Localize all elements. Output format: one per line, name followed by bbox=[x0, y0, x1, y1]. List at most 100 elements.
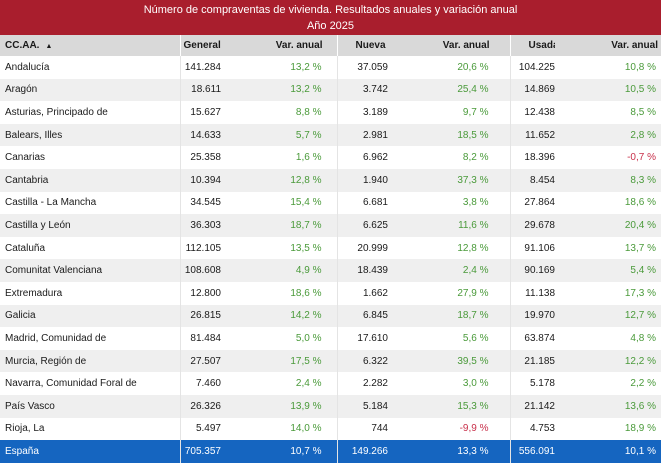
cell-var-nueva: -9,9 % bbox=[388, 417, 511, 441]
column-header-general[interactable]: General bbox=[180, 35, 221, 56]
cell-region: Castilla y León bbox=[0, 214, 181, 237]
cell-region: Balears, Illes bbox=[0, 123, 181, 147]
cell-nueva: 744 bbox=[371, 423, 388, 435]
cell-usada: 4.753 bbox=[529, 423, 555, 435]
cell-var-usada: 12,7 % bbox=[624, 310, 656, 322]
cell-usada: 29.678 bbox=[524, 219, 555, 231]
cell-region: Castilla - La Mancha bbox=[0, 191, 181, 215]
cell-general: 5.497 bbox=[195, 423, 221, 435]
sort-ascending-icon[interactable]: ▲ bbox=[45, 43, 53, 50]
cell-var-nueva: 18,5 % bbox=[388, 123, 511, 147]
cell-nueva: 6.962 bbox=[362, 152, 388, 164]
cell-var-nueva: 39,5 % bbox=[388, 349, 511, 373]
cell-var-general: 13,5 % bbox=[221, 236, 338, 260]
cell-general: 26.815 bbox=[190, 310, 221, 322]
cell-region: Aragón bbox=[0, 78, 181, 102]
cell-var-general: 17,5 % bbox=[221, 349, 338, 373]
cell-region: Asturias, Principado de bbox=[0, 101, 181, 124]
cell-nueva: 6.681 bbox=[362, 197, 388, 209]
cell-usada: 63.874 bbox=[524, 332, 555, 344]
cell-usada: 90.169 bbox=[524, 265, 555, 277]
cell-var-nueva: 15,3 % bbox=[388, 394, 511, 418]
column-header-var-nueva[interactable]: Var. anual bbox=[388, 35, 511, 56]
cell-general: 10.394 bbox=[190, 174, 221, 186]
table-title: Número de compraventas de vivienda. Resu… bbox=[143, 4, 518, 16]
cell-nueva: 149.266 bbox=[351, 446, 388, 458]
cell-region: España bbox=[0, 440, 181, 463]
column-header-var-general[interactable]: Var. anual bbox=[221, 35, 338, 56]
cell-usada: 14.869 bbox=[524, 84, 555, 96]
cell-var-general: 1,6 % bbox=[221, 146, 338, 169]
table-row: Castilla y León 36.303 18,7 % 6.625 11,6 % 29… bbox=[0, 214, 661, 237]
cell-usada: 27.864 bbox=[524, 197, 555, 209]
cell-var-usada: -0,7 % bbox=[627, 152, 656, 164]
cell-var-general: 14,0 % bbox=[221, 417, 338, 441]
cell-var-general: 18,7 % bbox=[221, 214, 338, 237]
cell-var-general: 13,2 % bbox=[221, 78, 338, 102]
cell-var-nueva: 11,6 % bbox=[388, 214, 511, 237]
cell-var-usada: 10,5 % bbox=[624, 84, 656, 96]
cell-var-nueva: 9,7 % bbox=[388, 101, 511, 124]
cell-var-nueva: 2,4 % bbox=[388, 259, 511, 282]
cell-usada: 19.970 bbox=[524, 310, 555, 322]
cell-usada: 556.091 bbox=[518, 446, 555, 458]
cell-nueva: 6.625 bbox=[362, 219, 388, 231]
region-header-label: CC.AA. bbox=[5, 40, 40, 51]
cell-var-usada: 18,9 % bbox=[624, 423, 656, 435]
cell-var-nueva: 3,8 % bbox=[388, 191, 511, 215]
table-row: País Vasco 26.326 13,9 % 5.184 15,3 % 21.142 1… bbox=[0, 394, 661, 418]
cell-nueva: 20.999 bbox=[357, 242, 388, 254]
cell-var-general: 5,7 % bbox=[221, 123, 338, 147]
table-row: Navarra, Comunidad Foral de 7.460 2,4 % 2.2… bbox=[0, 372, 661, 395]
cell-var-usada: 10,8 % bbox=[624, 61, 656, 73]
table-subtitle: Año 2025 bbox=[306, 20, 355, 32]
cell-var-nueva: 8,2 % bbox=[388, 146, 511, 169]
cell-var-usada: 2,2 % bbox=[630, 378, 656, 390]
cell-var-general: 12,8 % bbox=[221, 168, 338, 192]
cell-nueva: 3.189 bbox=[362, 106, 388, 118]
table-row: Asturias, Principado de 15.627 8,8 % 3.189 9… bbox=[0, 101, 661, 124]
cell-var-general: 15,4 % bbox=[221, 191, 338, 215]
table-row: Murcia, Región de 27.507 17,5 % 6.322 39,5 %… bbox=[0, 349, 661, 373]
cell-nueva: 2.282 bbox=[362, 378, 388, 390]
cell-region: Navarra, Comunidad Foral de bbox=[0, 372, 181, 395]
cell-general: 18.611 bbox=[191, 84, 221, 96]
column-header-usada[interactable]: Usada bbox=[510, 35, 555, 56]
cell-var-nueva: 12,8 % bbox=[388, 236, 511, 260]
cell-usada: 21.185 bbox=[524, 355, 555, 367]
cell-var-general: 14,2 % bbox=[221, 304, 338, 328]
cell-general: 705.357 bbox=[184, 446, 221, 458]
table-row: Aragón 18.611 13,2 % 3.742 25,4 % 14.869 10,5 … bbox=[0, 78, 661, 102]
column-header-region[interactable]: CC.AA. ▲ bbox=[0, 35, 181, 56]
cell-general: 108.608 bbox=[184, 265, 221, 277]
sales-table: CC.AA. ▲ General Var. anual Nueva Var. an… bbox=[0, 35, 661, 463]
cell-var-general: 2,4 % bbox=[221, 372, 338, 395]
cell-general: 34.545 bbox=[190, 197, 221, 209]
column-header-var-usada[interactable]: Var. anual bbox=[555, 35, 661, 56]
cell-usada: 18.396 bbox=[524, 152, 555, 164]
cell-nueva: 17.610 bbox=[357, 332, 388, 344]
cell-region: Cataluña bbox=[0, 236, 181, 260]
table-row: Balears, Illes 14.633 5,7 % 2.981 18,5 % 11.6… bbox=[0, 123, 661, 147]
cell-region: Extremadura bbox=[0, 281, 181, 305]
column-header-nueva[interactable]: Nueva bbox=[337, 35, 388, 56]
table-row: Cantabria 10.394 12,8 % 1.940 37,3 % 8.454 8,3… bbox=[0, 168, 661, 192]
cell-var-usada: 13,6 % bbox=[624, 400, 656, 412]
table-row: Castilla - La Mancha 34.545 15,4 % 6.681 3,8… bbox=[0, 191, 661, 215]
cell-var-nueva: 27,9 % bbox=[388, 281, 511, 305]
cell-nueva: 1.662 bbox=[362, 287, 388, 299]
cell-usada: 12.438 bbox=[524, 106, 555, 118]
cell-var-nueva: 13,3 % bbox=[388, 440, 511, 463]
cell-usada: 91.106 bbox=[524, 242, 555, 254]
cell-region: Comunitat Valenciana bbox=[0, 259, 181, 282]
cell-region: Cantabria bbox=[0, 168, 181, 192]
table-row: Cataluña 112.105 13,5 % 20.999 12,8 % 91.106 1… bbox=[0, 236, 661, 260]
cell-var-general: 8,8 % bbox=[221, 101, 338, 124]
table-row: Galicia 26.815 14,2 % 6.845 18,7 % 19.970 12,7… bbox=[0, 304, 661, 328]
cell-general: 15.627 bbox=[190, 106, 221, 118]
cell-var-general: 5,0 % bbox=[221, 327, 338, 350]
cell-nueva: 3.742 bbox=[362, 84, 388, 96]
cell-nueva: 6.322 bbox=[362, 355, 388, 367]
cell-var-nueva: 37,3 % bbox=[388, 168, 511, 192]
cell-region: Madrid, Comunidad de bbox=[0, 327, 181, 350]
